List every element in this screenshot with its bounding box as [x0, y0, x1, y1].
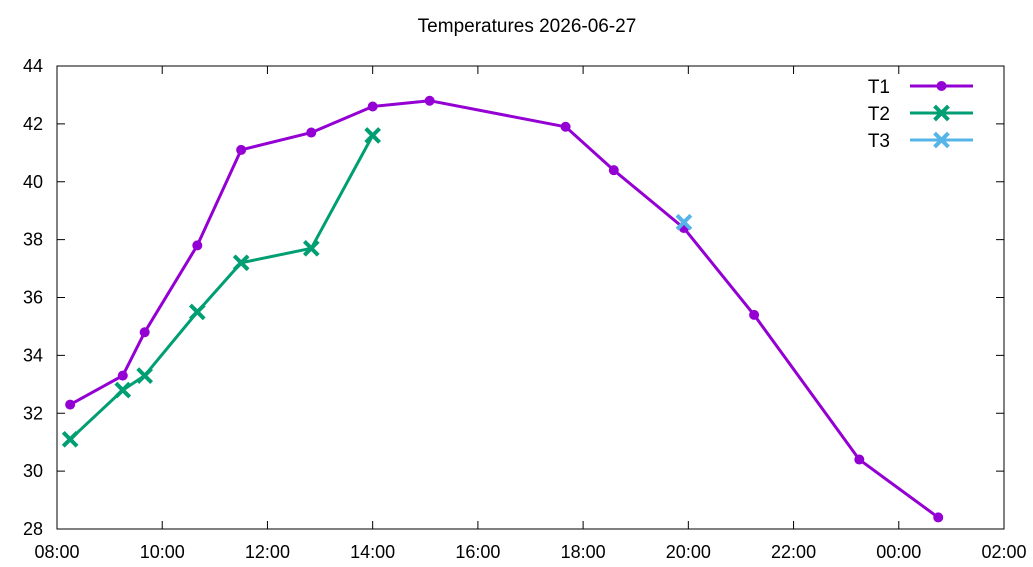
data-point-t1 — [306, 127, 317, 138]
data-point-t1 — [65, 399, 76, 410]
x-tick-label: 22:00 — [771, 542, 816, 562]
legend-marker-t1 — [936, 81, 947, 91]
y-tick-label: 38 — [23, 230, 43, 250]
y-tick-label: 44 — [23, 56, 43, 76]
x-tick-label: 08:00 — [34, 542, 79, 562]
legend-label-t3: T3 — [868, 131, 890, 152]
data-point-t2 — [364, 127, 381, 144]
data-point-t2 — [188, 303, 206, 321]
x-tick-label: 16:00 — [455, 542, 500, 562]
data-point-t1 — [192, 240, 203, 251]
data-point-t2-stroke — [302, 239, 320, 257]
y-tick-label: 32 — [23, 403, 43, 423]
data-point-t1 — [117, 370, 128, 381]
data-point-t2-stroke — [61, 430, 79, 448]
data-point-t1 — [560, 121, 571, 132]
legend: T1 T2 T3 — [868, 77, 973, 152]
data-point-t1 — [236, 144, 247, 155]
series-line-t1 — [68, 99, 940, 519]
x-tick-label: 14:00 — [350, 542, 395, 562]
data-point-t2 — [302, 239, 320, 257]
series-t2 — [61, 127, 381, 448]
legend-marker-t3-stroke — [933, 131, 950, 149]
data-point-t2 — [136, 367, 154, 384]
x-tick-label: 18:00 — [561, 542, 606, 562]
y-tick-label: 28 — [23, 519, 43, 539]
legend-label-t2: T2 — [868, 104, 890, 125]
legend-marker-t2 — [933, 104, 950, 122]
y-tick-label: 34 — [23, 345, 43, 365]
data-point-t2 — [232, 254, 250, 272]
x-tick-label: 00:00 — [876, 542, 921, 562]
x-tick-label: 12:00 — [245, 542, 290, 562]
y-tick-label: 36 — [23, 288, 43, 308]
y-tick-label: 30 — [23, 461, 43, 481]
x-tick-label: 02:00 — [981, 542, 1026, 562]
legend-label-t1: T1 — [868, 77, 890, 98]
y-tick-label: 40 — [23, 172, 43, 192]
data-point-t2-stroke — [114, 381, 132, 399]
data-point-t2-stroke — [232, 254, 250, 272]
data-point-t2-stroke — [364, 127, 381, 144]
data-point-t1 — [367, 101, 378, 112]
x-axis: 08:00 10:00 12:00 14:00 16:00 18:00 20:00 22:00… — [34, 66, 1027, 562]
data-point-t1 — [749, 309, 760, 320]
y-tick-label: 42 — [23, 114, 43, 134]
data-point-t2 — [114, 381, 132, 399]
series-t3 — [675, 213, 693, 231]
legend-marker-t3 — [933, 131, 950, 149]
series-line-t2 — [68, 133, 375, 441]
x-tick-label: 20:00 — [666, 542, 711, 562]
x-tick-label: 10:00 — [140, 542, 185, 562]
data-point-t1 — [424, 95, 435, 106]
data-point-t1 — [933, 512, 944, 523]
data-point-t2-stroke — [188, 303, 206, 321]
data-point-t3 — [675, 213, 693, 231]
data-point-t1 — [608, 165, 619, 176]
series-layer — [61, 95, 944, 523]
data-point-t1 — [854, 454, 865, 465]
data-point-t2 — [61, 430, 79, 448]
y-axis: 28 30 32 34 36 38 40 42 44 — [23, 56, 1004, 539]
data-point-t2-stroke — [136, 367, 154, 384]
chart-title: Temperatures 2026-06-27 — [418, 16, 637, 37]
data-point-t1 — [139, 327, 150, 338]
legend-marker-t2-stroke — [933, 104, 950, 122]
data-point-t3-stroke — [675, 213, 693, 231]
